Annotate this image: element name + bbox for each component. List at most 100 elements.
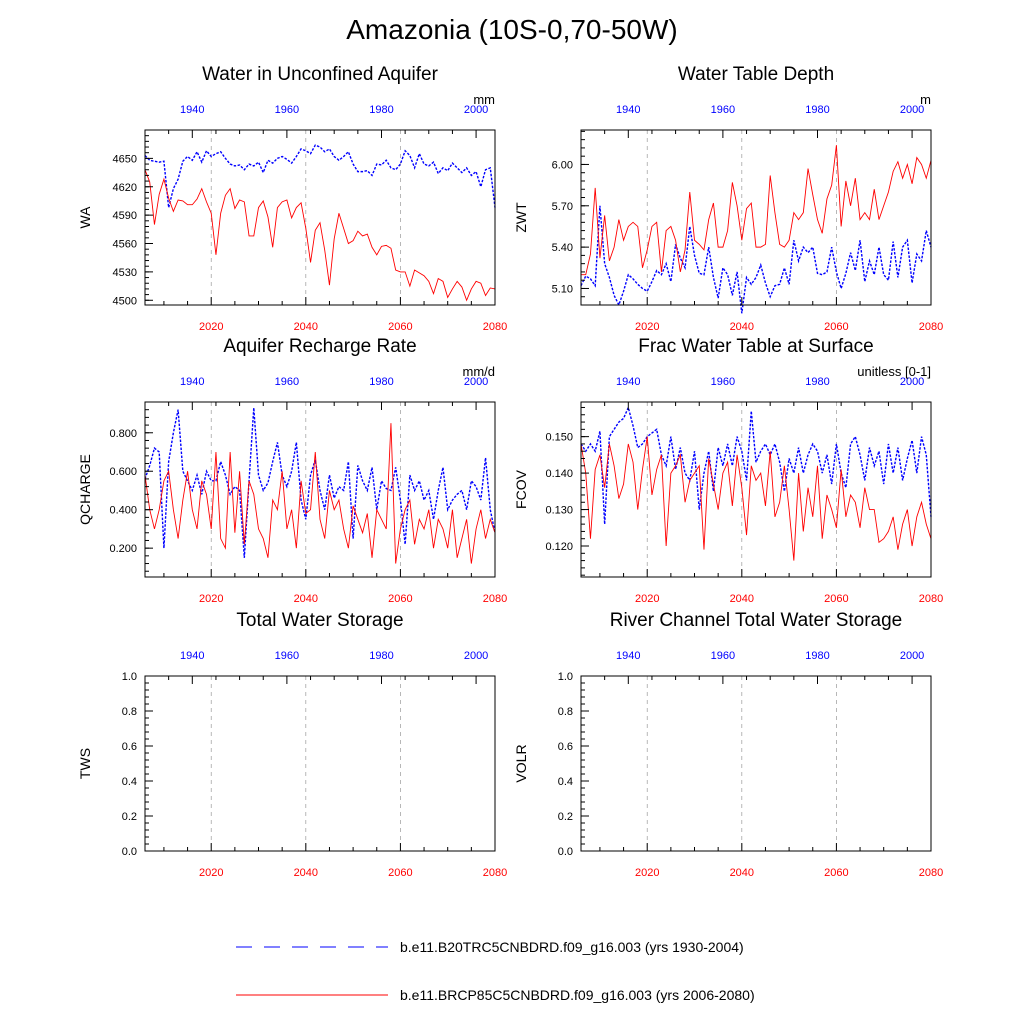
x-tick-label-bottom: 2040: [294, 867, 318, 879]
plot-frame: [580, 401, 932, 578]
panel-title: Water Table Depth: [678, 64, 834, 85]
x-tick-label-bottom: 2060: [388, 867, 412, 879]
y-tick-label: 0.4: [122, 776, 137, 788]
x-tick-label-top: 1940: [616, 650, 640, 662]
panel-title: River Channel Total Water Storage: [610, 610, 903, 631]
x-tick-label-top: 1940: [180, 376, 204, 388]
plot-frame: [580, 129, 932, 306]
y-tick-label: 0.140: [545, 468, 573, 480]
y-tick-label: 1.0: [558, 671, 573, 683]
y-tick-label: 6.00: [552, 159, 573, 171]
units-label: mm: [473, 92, 495, 107]
x-tick-label-bottom: 2080: [919, 593, 943, 605]
x-tick-label-bottom: 2080: [483, 593, 507, 605]
x-tick-label-top: 1960: [275, 650, 299, 662]
x-tick-label-top: 2000: [900, 376, 924, 388]
x-tick-label-top: 1980: [369, 650, 393, 662]
y-tick-label: 1.0: [122, 671, 137, 683]
chart-panel-3: Aquifer Recharge Rate 2020 2040 2060 2080 194…: [77, 336, 507, 605]
units-label: m: [920, 92, 931, 107]
panel-title: Total Water Storage: [236, 610, 403, 631]
y-tick-label: 0.6: [558, 741, 573, 753]
units-label: unitless [0-1]: [857, 364, 931, 379]
series-line-future: [581, 145, 932, 276]
y-tick-label: 4590: [113, 210, 137, 222]
panel-title: Water in Unconfined Aquifer: [202, 64, 439, 85]
series-line-historical: [580, 405, 932, 525]
x-tick-label-bottom: 2040: [730, 593, 754, 605]
x-tick-label-top: 1960: [275, 376, 299, 388]
figure-title: Amazonia (10S-0,70-50W): [346, 14, 678, 45]
x-tick-label-top: 1940: [180, 104, 204, 116]
y-axis-label: WA: [77, 206, 93, 229]
x-tick-label-bottom: 2020: [635, 593, 659, 605]
units-label: mm/d: [463, 364, 496, 379]
x-tick-label-bottom: 2020: [199, 593, 223, 605]
x-tick-label-bottom: 2060: [824, 593, 848, 605]
series-line-historical: [144, 144, 496, 208]
x-tick-label-top: 1980: [805, 376, 829, 388]
x-tick-label-bottom: 2060: [388, 593, 412, 605]
x-tick-label-top: 1980: [369, 104, 393, 116]
legend-line-future: [236, 994, 388, 996]
x-tick-label-bottom: 2020: [199, 867, 223, 879]
x-tick-label-top: 1960: [711, 376, 735, 388]
y-tick-label: 0.150: [545, 432, 573, 444]
x-tick-label-bottom: 2080: [919, 867, 943, 879]
y-tick-label: 5.70: [552, 201, 573, 213]
y-axis-label: FCOV: [513, 469, 529, 509]
y-tick-label: 0.400: [109, 505, 137, 517]
x-tick-label-bottom: 2020: [635, 321, 659, 333]
legend-line-historical: [236, 946, 388, 948]
chart-panel-4: Frac Water Table at Surface 2020 2040 2060 2…: [513, 336, 943, 605]
x-tick-label-bottom: 2040: [730, 867, 754, 879]
series-line-future: [144, 169, 496, 302]
panel-title: Frac Water Table at Surface: [638, 336, 874, 357]
y-tick-label: 4530: [113, 267, 137, 279]
x-tick-label-bottom: 2040: [294, 593, 318, 605]
y-tick-label: 5.40: [552, 242, 573, 254]
y-axis-label: ZWT: [513, 202, 529, 233]
x-tick-label-bottom: 2020: [635, 867, 659, 879]
y-axis-label: TWS: [77, 748, 93, 779]
y-tick-label: 4620: [113, 182, 137, 194]
y-axis-label: VOLR: [513, 744, 529, 782]
x-tick-label-bottom: 2060: [824, 867, 848, 879]
plot-frame: [144, 129, 496, 306]
plot-frame: [144, 401, 496, 578]
y-tick-label: 0.0: [122, 846, 137, 858]
y-tick-label: 0.8: [122, 706, 137, 718]
series-line-historical: [144, 407, 496, 558]
y-tick-label: 0.600: [109, 466, 137, 478]
panel-title: Aquifer Recharge Rate: [223, 336, 416, 357]
legend-label-future: b.e11.BRCP85C5CNBDRD.f09_g16.003 (yrs 20…: [400, 987, 755, 1003]
chart-panel-6: River Channel Total Water Storage 2020 204…: [513, 610, 943, 879]
x-tick-label-bottom: 2080: [919, 321, 943, 333]
plot-frame: [144, 675, 496, 852]
series-line-future: [144, 423, 496, 564]
x-tick-label-top: 2000: [464, 104, 488, 116]
x-tick-label-top: 2000: [464, 650, 488, 662]
y-tick-label: 0.6: [122, 741, 137, 753]
x-tick-label-bottom: 2040: [294, 321, 318, 333]
x-tick-label-top: 2000: [900, 104, 924, 116]
x-tick-label-top: 1940: [616, 104, 640, 116]
y-tick-label: 0.2: [558, 811, 573, 823]
series-line-historical: [580, 205, 932, 314]
y-tick-label: 4560: [113, 239, 137, 251]
x-tick-label-bottom: 2080: [483, 321, 507, 333]
y-tick-label: 0.0: [558, 846, 573, 858]
plot-frame: [580, 675, 932, 852]
x-tick-label-top: 2000: [900, 650, 924, 662]
series-line-future: [580, 436, 932, 561]
x-tick-label-top: 1980: [805, 104, 829, 116]
x-tick-label-top: 1940: [616, 376, 640, 388]
x-tick-label-top: 1960: [711, 650, 735, 662]
x-tick-label-bottom: 2080: [483, 867, 507, 879]
x-tick-label-bottom: 2020: [199, 321, 223, 333]
x-tick-label-top: 1960: [275, 104, 299, 116]
y-axis-label: QCHARGE: [77, 454, 93, 525]
x-tick-label-top: 2000: [464, 376, 488, 388]
y-tick-label: 0.8: [558, 706, 573, 718]
legend-entry-future: b.e11.BRCP85C5CNBDRD.f09_g16.003 (yrs 20…: [236, 985, 755, 1005]
